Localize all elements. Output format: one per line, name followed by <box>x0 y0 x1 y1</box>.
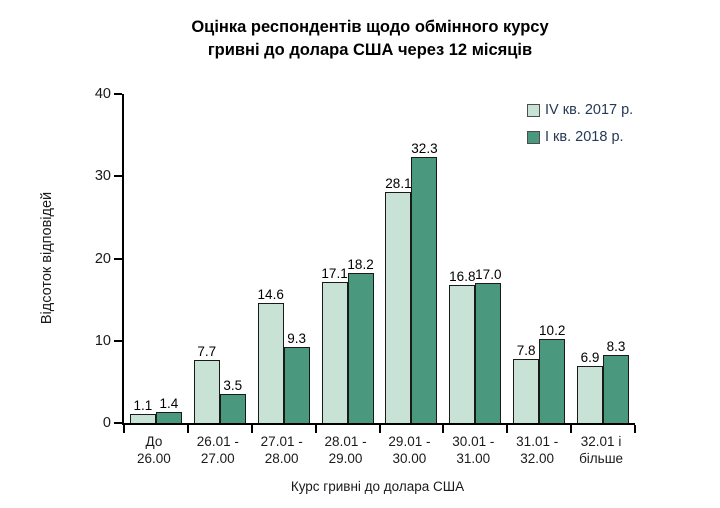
bar-value-label: 9.3 <box>287 330 307 346</box>
legend: IV кв. 2017 р. I кв. 2018 р. <box>527 102 633 145</box>
x-category-label-line: 31.00 <box>456 451 491 466</box>
bar-value-label: 3.5 <box>223 378 243 394</box>
x-category-label-line: 32.00 <box>520 451 555 466</box>
y-tick <box>114 93 122 95</box>
chart-title-line1: Оцінка респондентів щодо обмінного курсу <box>191 18 549 36</box>
bar-group: 16.8 17.0 <box>443 94 507 423</box>
x-category-label: 28.01 - 29.00 <box>314 433 378 467</box>
y-tick <box>114 422 122 424</box>
bar-series-0: 1.1 <box>129 398 156 423</box>
bar-group: 7.8 10.2 <box>507 94 571 423</box>
y-tick-label: 20 <box>94 250 111 267</box>
bar-value-label: 8.3 <box>606 338 626 354</box>
x-tick <box>506 425 509 433</box>
bar-value-label: 14.6 <box>257 286 284 302</box>
legend-item-2017: IV кв. 2017 р. <box>527 102 633 118</box>
x-category-label-line: 26.00 <box>137 451 171 466</box>
bar-value-label: 18.2 <box>347 257 374 273</box>
bar-value-label: 1.1 <box>133 397 153 413</box>
bar-series-1: 17.0 <box>475 267 501 423</box>
x-category-label-line: 28.01 - <box>324 434 367 449</box>
bar-value-label: 6.9 <box>580 350 600 366</box>
bar-series-0: 7.8 <box>513 343 540 423</box>
bar-series-0: 28.1 <box>385 176 412 423</box>
bar-value-label: 7.8 <box>516 342 536 358</box>
y-axis-title: Відсоток відповідей <box>39 191 55 325</box>
bar-value-label: 17.1 <box>321 266 348 282</box>
y-tick-label: 40 <box>94 86 111 102</box>
x-tick <box>570 425 573 433</box>
x-tick <box>378 425 381 433</box>
x-category-label-line: більше <box>579 451 624 466</box>
x-category-label-line: 30.01 - <box>452 434 495 449</box>
x-tick <box>123 425 125 433</box>
bar-series-1: 32.3 <box>411 141 438 423</box>
x-category-label: 27.01 - 28.00 <box>250 433 314 467</box>
legend-label-2017: IV кв. 2017 р. <box>545 102 634 118</box>
bar-value-label: 17.0 <box>475 267 502 283</box>
x-category-label-line: 31.01 - <box>516 434 559 449</box>
bar-series-1: 9.3 <box>283 331 310 423</box>
legend-swatch-2018 <box>527 130 540 144</box>
chart-title-line2: гривні до долара США через 12 місяців <box>207 41 533 59</box>
y-tick-label: 10 <box>94 332 111 349</box>
x-category-label: 29.01 - 30.00 <box>378 433 442 467</box>
bar-group: 28.1 32.3 <box>380 94 444 423</box>
bar-series-1: 10.2 <box>539 323 565 423</box>
bar-value-label: 10.2 <box>539 323 566 339</box>
bar-series-1: 3.5 <box>219 378 246 423</box>
x-category-label-line: 30.00 <box>392 451 427 466</box>
bar-value-label: 28.1 <box>385 175 412 191</box>
bar-value-label: 16.8 <box>449 268 476 284</box>
plot-area: 0 10 20 30 40 1.1 1.4 7.7 3.5 14.6 9.3 17.1 18.2 28.1… <box>95 86 636 433</box>
x-axis-title: Курс гривні до долара США <box>290 479 465 494</box>
bar-series-0: 14.6 <box>258 287 284 423</box>
x-category-label: 26.01 - 27.00 <box>186 433 250 467</box>
x-category-label-line: 28.00 <box>264 451 299 466</box>
bar-series-0: 6.9 <box>577 350 604 423</box>
bar-series-1: 18.2 <box>347 257 374 423</box>
bar-group: 1.1 1.4 <box>124 94 188 423</box>
x-tick <box>314 425 317 433</box>
x-category-label-line: 32.01 і <box>580 434 622 449</box>
bar-value-label: 1.4 <box>159 395 179 411</box>
y-tick <box>114 339 122 342</box>
x-category-label-line: 27.00 <box>200 451 235 466</box>
x-category-label-line: 29.01 - <box>388 434 431 449</box>
bar-series-1: 1.4 <box>155 396 182 423</box>
legend-label-2018: I кв. 2018 р. <box>545 129 624 145</box>
bar-value-label: 7.7 <box>197 343 217 359</box>
x-tick <box>634 425 636 433</box>
legend-item-2018: I кв. 2018 р. <box>527 129 633 145</box>
bar-group: 14.6 9.3 <box>252 94 316 423</box>
x-category-label: 30.01 - 31.00 <box>441 433 505 467</box>
x-category-label-line: 27.01 - <box>260 434 303 449</box>
x-tick <box>250 425 253 433</box>
bar-series-0: 17.1 <box>321 266 348 423</box>
bar-value-label: 32.3 <box>411 141 438 157</box>
bar-group: 17.1 18.2 <box>316 94 380 423</box>
x-category-label: 31.01 - 32.00 <box>505 433 569 467</box>
x-category-label-line: 26.01 - <box>196 434 239 449</box>
x-tick <box>442 425 445 433</box>
x-category-label-line: 29.00 <box>328 451 363 466</box>
y-tick <box>114 175 122 178</box>
y-tick-label: 30 <box>94 168 111 185</box>
x-category-label-line: До <box>145 434 163 449</box>
bar-series-0: 16.8 <box>449 269 475 423</box>
bar-series-0: 7.7 <box>193 344 220 423</box>
bar-series-1: 8.3 <box>603 339 630 423</box>
y-tick-label: 0 <box>102 415 111 431</box>
y-tick <box>114 257 122 260</box>
bar-group: 7.7 3.5 <box>188 94 252 423</box>
legend-swatch-2017 <box>527 103 540 117</box>
x-category-label: 32.01 і більше <box>569 433 633 467</box>
bar-group: 6.9 8.3 <box>571 94 635 423</box>
x-tick <box>186 425 189 433</box>
x-category-label: До 26.00 <box>122 433 186 467</box>
x-category-labels: До 26.00 26.01 - 27.00 27.01 - 28.00 28.01 - 29… <box>122 433 633 471</box>
chart-title: Оцінка респондентів щодо обмінного курсу… <box>90 16 650 62</box>
